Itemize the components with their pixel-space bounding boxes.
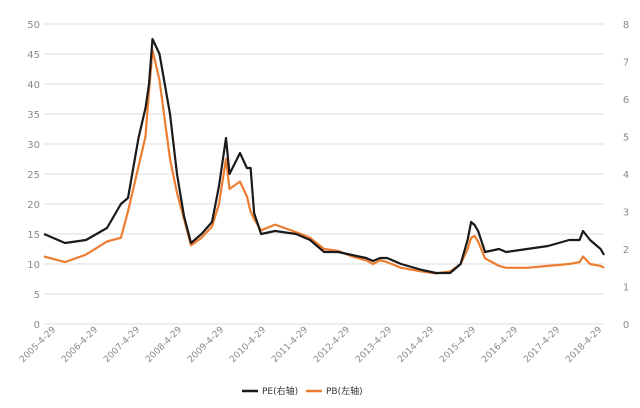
y-left-tick-label: 20 (27, 200, 40, 211)
x-tick-label: 2012-4-29 (312, 325, 352, 365)
series-line-pe (43, 37, 606, 275)
y-right-tick-label: 4 (623, 170, 629, 181)
x-tick-label: 2018-4-29 (564, 325, 604, 365)
y-right-tick-label: 3 (623, 208, 629, 219)
x-axis: 2005-4-29 2006-4-29 2007-4-29 2008-4-29 2009… (18, 325, 604, 365)
x-tick-label: 2014-4-29 (396, 325, 436, 365)
y-left-tick-label: 15 (27, 230, 40, 241)
x-tick-label: 2010-4-29 (228, 325, 268, 365)
y-right-tick-label: 6 (623, 95, 629, 106)
legend-label-pe: PE(右轴) (262, 385, 298, 397)
x-tick-label: 2009-4-29 (186, 325, 226, 365)
series-lines (43, 37, 606, 275)
y-left-tick-label: 30 (27, 140, 40, 151)
y-right-tick-label: 8 (623, 20, 629, 31)
y-left-tick-label: 45 (27, 50, 40, 61)
x-tick-label: 2011-4-29 (270, 325, 310, 365)
legend: PE(右轴) PB(左轴) (242, 385, 363, 397)
y-right-tick-label: 1 (623, 283, 629, 294)
grid-lines (44, 23, 604, 325)
y-left-tick-label: 35 (27, 110, 40, 121)
x-tick-label: 2007-4-29 (102, 325, 142, 365)
y-left-tick-label: 10 (27, 260, 40, 271)
y-left-tick-label: 40 (27, 80, 40, 91)
y-right-tick-label: 0 (623, 320, 629, 331)
x-tick-label: 2006-4-29 (60, 325, 100, 365)
x-tick-label: 2015-4-29 (438, 325, 478, 365)
x-tick-label: 2013-4-29 (354, 325, 394, 365)
y-right-tick-label: 5 (623, 133, 629, 144)
y-right-tick-label: 7 (623, 58, 629, 69)
y-left-tick-label: 50 (27, 20, 40, 31)
y-axis-right: 0 1 2 3 4 5 6 7 8 (623, 20, 629, 331)
y-left-tick-label: 5 (34, 290, 40, 301)
y-axis-left: 0 5 10 15 20 25 30 35 40 45 50 (27, 20, 40, 331)
x-tick-label: 2016-4-29 (480, 325, 520, 365)
x-tick-label: 2017-4-29 (522, 325, 562, 365)
y-left-tick-label: 25 (27, 170, 40, 181)
legend-label-pb: PB(左轴) (326, 385, 363, 397)
y-right-tick-label: 2 (623, 245, 629, 256)
x-tick-label: 2008-4-29 (144, 325, 184, 365)
y-left-tick-label: 0 (34, 320, 40, 331)
